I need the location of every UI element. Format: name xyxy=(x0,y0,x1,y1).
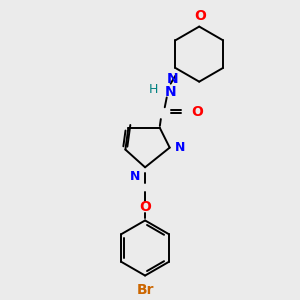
Text: H: H xyxy=(148,83,158,96)
Text: N: N xyxy=(165,85,176,98)
Text: N: N xyxy=(130,170,140,183)
Text: N: N xyxy=(175,141,185,154)
Text: O: O xyxy=(194,9,206,22)
Text: O: O xyxy=(191,105,203,119)
Text: O: O xyxy=(139,200,151,214)
Text: N: N xyxy=(167,72,178,86)
Text: Br: Br xyxy=(136,284,154,297)
